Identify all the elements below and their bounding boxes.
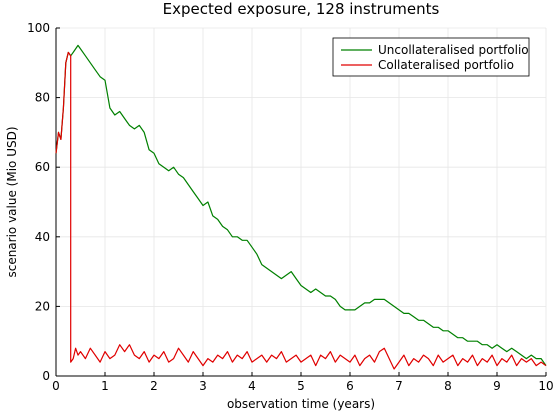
legend-label-collateralised: Collateralised portfolio: [378, 58, 514, 72]
series-layer: [55, 44, 547, 370]
x-tick-label: 3: [199, 379, 207, 393]
legend-box: [332, 37, 530, 77]
y-tick-label: 60: [35, 160, 50, 174]
series-line-collateralised-portfolio: [55, 51, 547, 370]
y-axis-ticks: 0 20 40 60 80 100: [27, 21, 60, 383]
x-tick-label: 4: [248, 379, 256, 393]
legend-label-uncollateralised: Uncollateralised portfolio: [378, 43, 529, 57]
y-tick-label: 40: [35, 230, 50, 244]
series-line-uncollateralised-portfolio: [55, 44, 547, 366]
x-axis-ticks: 0 1 2 3 4 5 6 7 8 9 10: [52, 372, 554, 393]
x-tick-label: 10: [538, 379, 553, 393]
y-tick-label: 80: [35, 91, 50, 105]
grid: [55, 27, 547, 377]
x-tick-label: 2: [150, 379, 158, 393]
x-tick-label: 1: [101, 379, 109, 393]
y-tick-label: 20: [35, 299, 50, 313]
x-tick-label: 8: [444, 379, 452, 393]
x-tick-label: 0: [52, 379, 60, 393]
chart-title: Expected exposure, 128 instruments: [163, 0, 440, 18]
x-tick-label: 7: [395, 379, 403, 393]
x-tick-label: 5: [297, 379, 305, 393]
y-tick-label: 0: [42, 369, 50, 383]
x-tick-label: 6: [346, 379, 354, 393]
x-tick-label: 9: [493, 379, 501, 393]
legend: Uncollateralised portfolio Collateralise…: [332, 37, 530, 77]
x-axis-title: observation time (years): [227, 397, 375, 411]
y-tick-label: 100: [27, 21, 50, 35]
y-axis-title: scenario value (Mio USD): [5, 126, 19, 277]
